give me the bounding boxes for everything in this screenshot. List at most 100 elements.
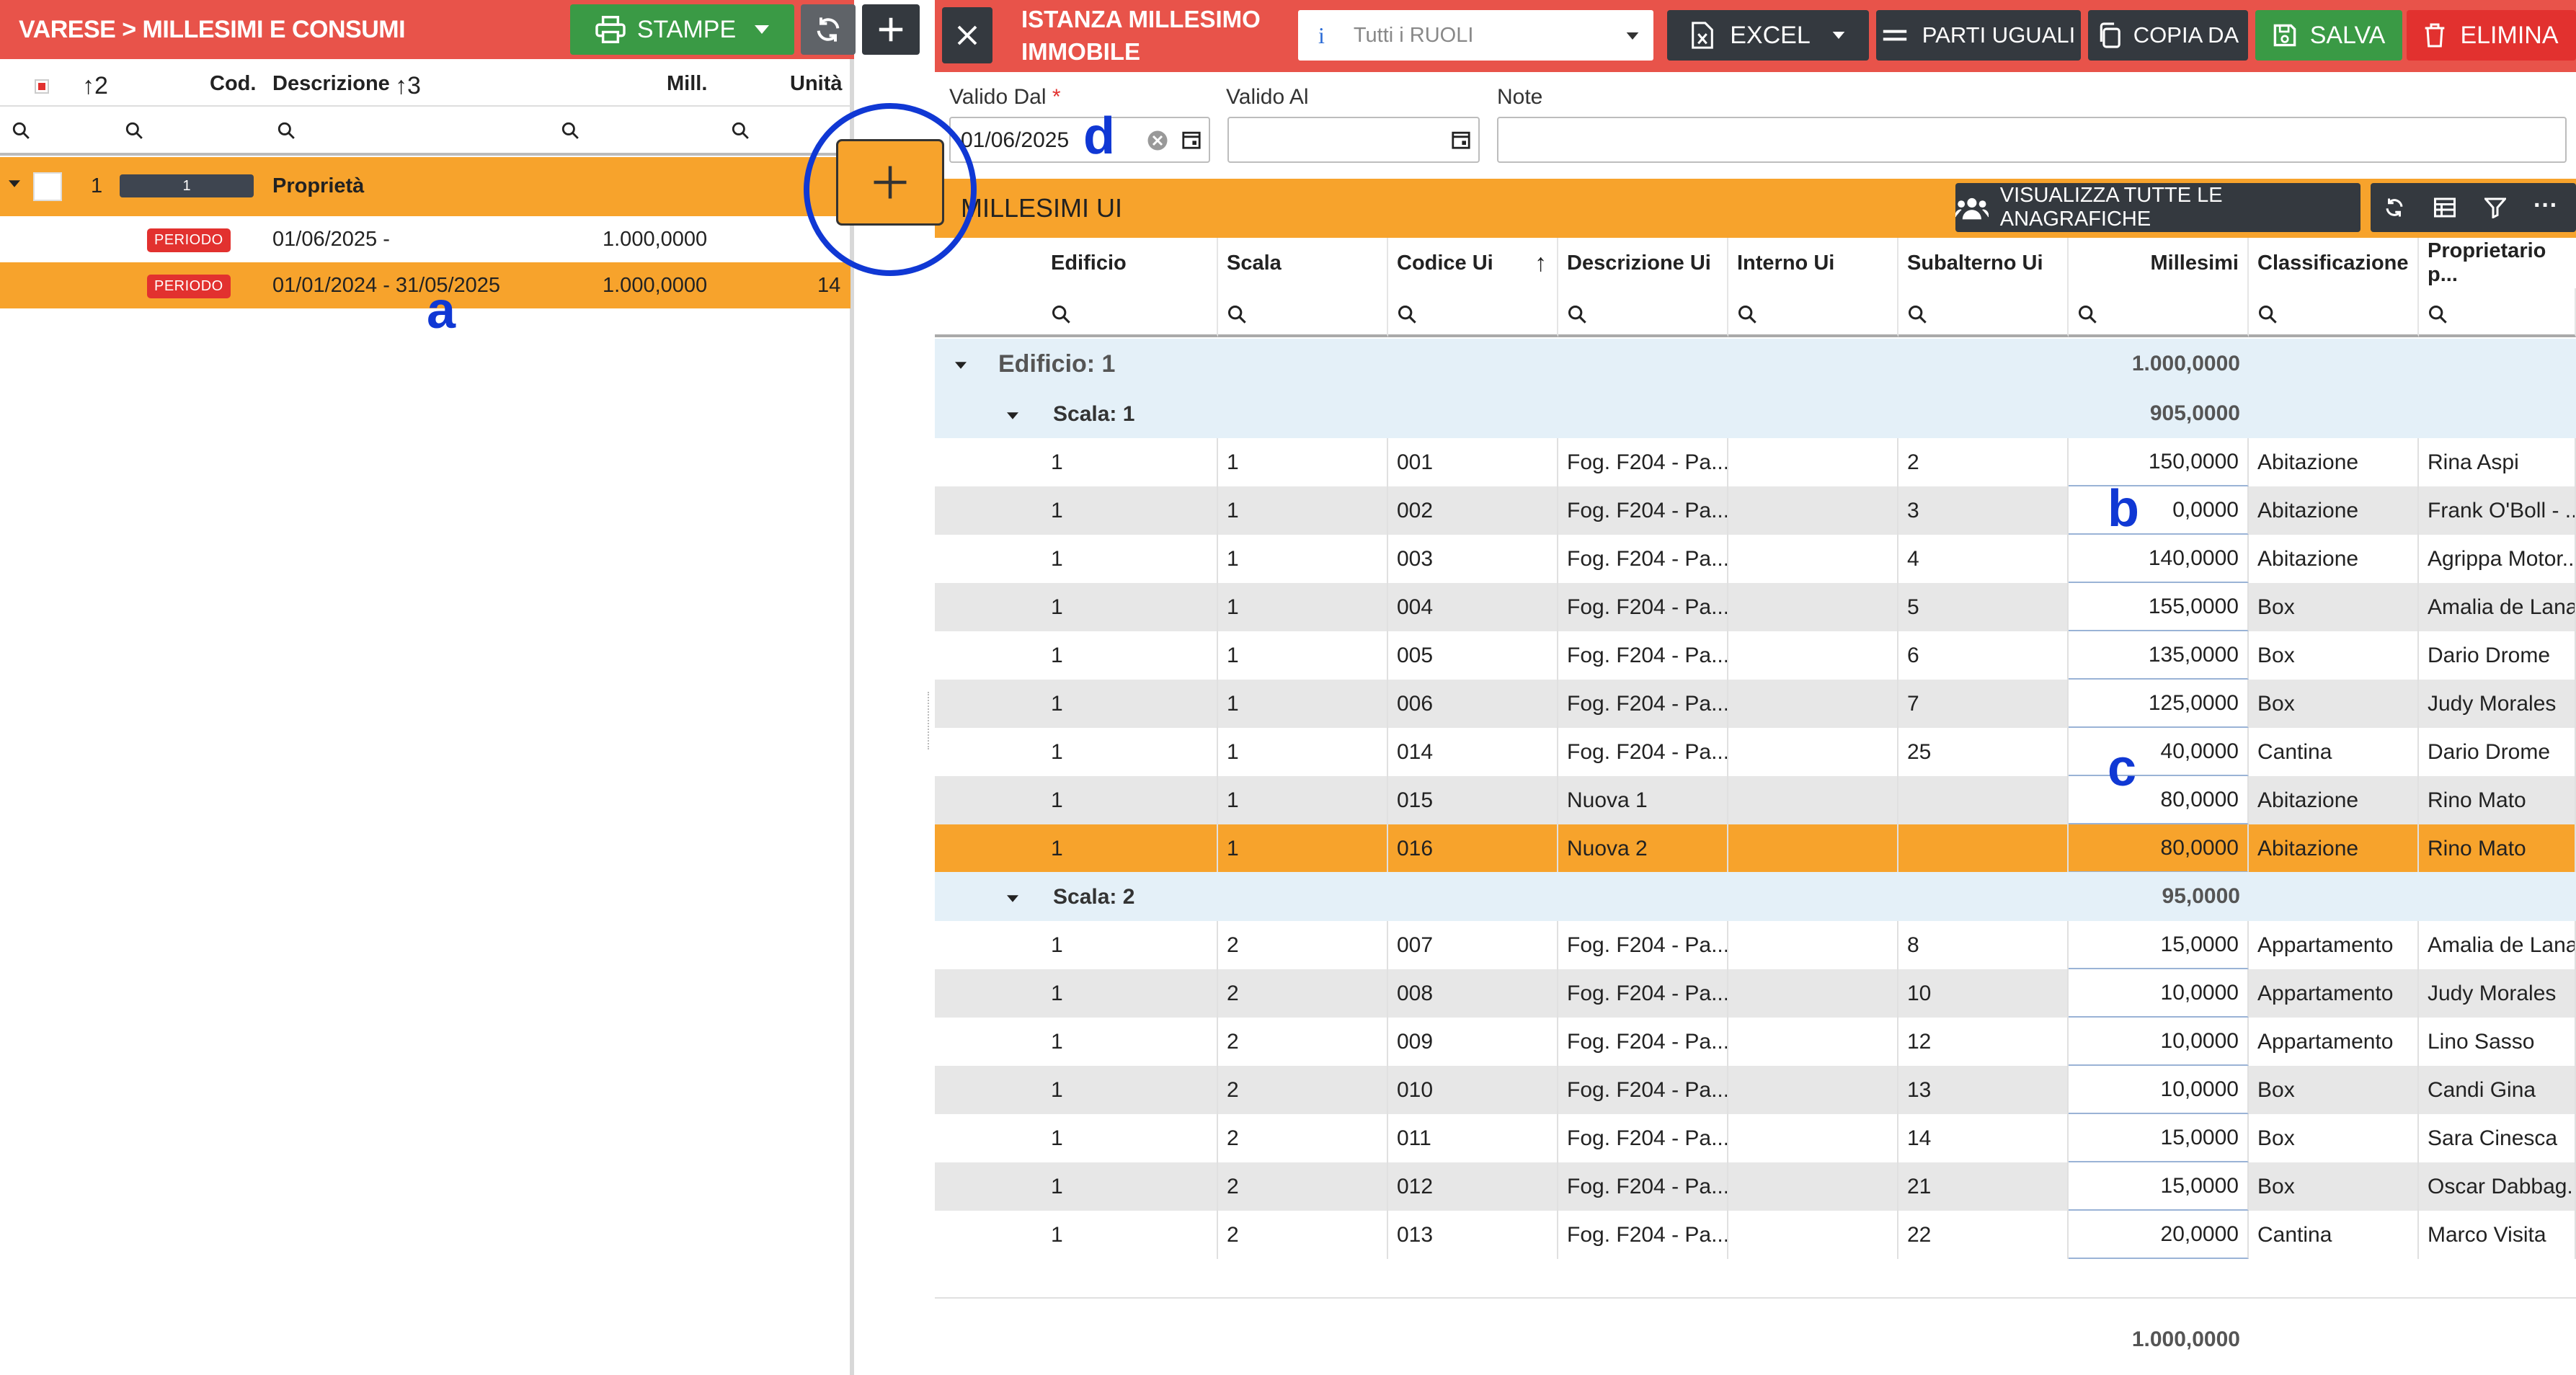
cell-millesimi[interactable]: 15,0000 (2069, 1162, 2249, 1211)
cell-millesimi[interactable]: 40,0000 (2069, 728, 2249, 776)
table-row[interactable]: 1 2 011 Fog. F204 - Pa... 14 15,0000 Box Sara C… (935, 1114, 2576, 1162)
elimina-button[interactable]: ELIMINA (2407, 10, 2576, 61)
group-row-proprieta[interactable]: 1 1 Proprietà (0, 157, 850, 216)
breadcrumb[interactable]: VARESE > MILLESIMI E CONSUMI (19, 15, 406, 43)
caret-down-icon[interactable] (9, 180, 20, 187)
cell-millesimi[interactable]: 125,0000 (2069, 680, 2249, 728)
refresh-button[interactable] (801, 4, 856, 55)
filter-icon[interactable] (2484, 197, 2506, 218)
table-row[interactable]: 1 2 008 Fog. F204 - Pa... 10 10,0000 Appartame… (935, 969, 2576, 1018)
cell-millesimi[interactable]: 15,0000 (2069, 1114, 2249, 1162)
copia-da-button[interactable]: COPIA DA (2088, 10, 2248, 61)
splitter-handle[interactable] (928, 692, 932, 749)
excel-button[interactable]: EXCEL (1667, 10, 1869, 61)
table-row[interactable]: 1 1 014 Fog. F204 - Pa... 25 40,0000 Cantina Da… (935, 728, 2576, 776)
more-icon[interactable]: ··· (2533, 192, 2558, 219)
col-codice-ui[interactable]: Codice Ui ↑ (1388, 238, 1558, 288)
col-proprietario[interactable]: Proprietario p... (2428, 239, 2546, 286)
col-millesimi[interactable]: Millesimi (2069, 238, 2249, 288)
add-button[interactable] (862, 4, 920, 55)
column-filter[interactable] (2069, 288, 2249, 337)
cell-millesimi[interactable]: 0,0000 (2069, 486, 2249, 535)
cell-millesimi[interactable]: 155,0000 (2069, 583, 2249, 631)
valido-al-input[interactable] (1227, 117, 1480, 163)
row-checkbox[interactable] (33, 172, 62, 201)
col-cod[interactable]: Cod. (210, 72, 257, 95)
salva-button[interactable]: SALVA (2255, 10, 2402, 61)
valido-dal-input[interactable]: 01/06/2025 (949, 117, 1210, 163)
column-filter[interactable] (1558, 288, 1728, 337)
sort-indicator-2[interactable]: ↑3 (395, 72, 421, 99)
table-row[interactable]: 1 2 013 Fog. F204 - Pa... 22 20,0000 Cantina Ma… (935, 1211, 2576, 1259)
cell-millesimi[interactable]: 135,0000 (2069, 631, 2249, 680)
add-period-button[interactable] (836, 139, 944, 226)
table-row[interactable]: 1 1 005 Fog. F204 - Pa... 6 135,0000 Box Dario … (935, 631, 2576, 680)
group-scala-1[interactable]: Scala: 1 905,0000 (935, 389, 2576, 438)
cell-scala: 2 (1218, 921, 1388, 969)
cell-millesimi[interactable]: 10,0000 (2069, 1066, 2249, 1114)
close-button[interactable] (942, 7, 992, 63)
cell-millesimi[interactable]: 20,0000 (2069, 1211, 2249, 1259)
group-edificio[interactable]: Edificio: 1 1.000,0000 (935, 339, 2576, 389)
select-all-checkbox[interactable] (35, 79, 49, 94)
annotation-a: a (427, 282, 456, 339)
calendar-icon[interactable] (1181, 130, 1202, 150)
periodo-row[interactable]: PERIODO 01/06/2025 - 1.000,0000 (0, 216, 850, 262)
periodo-row-selected[interactable]: PERIODO 01/01/2024 - 31/05/2025 1.000,00… (0, 262, 850, 308)
column-filter[interactable] (1898, 288, 2069, 337)
search-icon[interactable] (277, 121, 296, 140)
cell-millesimi[interactable]: 140,0000 (2069, 535, 2249, 583)
cell-subalterno: 4 (1898, 535, 2069, 583)
column-filter[interactable] (1388, 288, 1558, 337)
caret-down-icon[interactable] (955, 362, 967, 369)
search-icon[interactable] (12, 121, 30, 140)
caret-down-icon[interactable] (1007, 895, 1018, 902)
col-scala[interactable]: Scala (1218, 238, 1388, 288)
col-subalterno-ui[interactable]: Subalterno Ui (1898, 238, 2069, 288)
search-icon[interactable] (731, 121, 750, 140)
cell-millesimi[interactable]: 15,0000 (2069, 921, 2249, 969)
ruoli-select[interactable]: i Tutti i RUOLI (1298, 10, 1653, 61)
table-row[interactable]: 1 2 007 Fog. F204 - Pa... 8 15,0000 Appartamen… (935, 921, 2576, 969)
cell-millesimi[interactable]: 10,0000 (2069, 1018, 2249, 1066)
col-mill[interactable]: Mill. (667, 72, 708, 95)
col-unita[interactable]: Unità (790, 72, 843, 95)
col-descrizione-ui[interactable]: Descrizione Ui (1558, 238, 1728, 288)
table-row[interactable]: 1 1 001 Fog. F204 - Pa... 2 150,0000 Abitazion… (935, 438, 2576, 486)
col-interno-ui[interactable]: Interno Ui (1728, 238, 1898, 288)
table-icon[interactable] (2434, 197, 2456, 218)
search-icon[interactable] (561, 121, 579, 140)
table-row[interactable]: 1 1 016 Nuova 2 80,0000 Abitazione Rino Mato (935, 824, 2576, 873)
group-scala-2[interactable]: Scala: 2 95,0000 (935, 872, 2576, 921)
table-row[interactable]: 1 2 012 Fog. F204 - Pa... 21 15,0000 Box Oscar … (935, 1162, 2576, 1211)
table-row[interactable]: 1 1 003 Fog. F204 - Pa... 4 140,0000 Abitazion… (935, 535, 2576, 583)
caret-down-icon[interactable] (1007, 412, 1018, 419)
search-icon[interactable] (125, 121, 143, 140)
col-classificazione[interactable]: Classificazione (2249, 238, 2419, 288)
cell-millesimi[interactable]: 80,0000 (2069, 824, 2249, 873)
cell-millesimi[interactable]: 10,0000 (2069, 969, 2249, 1018)
table-row[interactable]: 1 1 006 Fog. F204 - Pa... 7 125,0000 Box Judy M… (935, 680, 2576, 728)
table-row[interactable]: 1 2 010 Fog. F204 - Pa... 13 10,0000 Box Candi … (935, 1066, 2576, 1114)
column-filter[interactable] (1218, 288, 1388, 337)
col-edificio[interactable]: Edificio (1048, 238, 1218, 288)
cell-millesimi[interactable]: 150,0000 (2069, 438, 2249, 486)
table-row[interactable]: 1 1 004 Fog. F204 - Pa... 5 155,0000 Box Amalia… (935, 583, 2576, 631)
column-filter[interactable] (1048, 288, 1218, 337)
visualizza-button[interactable]: VISUALIZZA TUTTE LE ANAGRAFICHE (1955, 183, 2360, 232)
parti-uguali-button[interactable]: PARTI UGUALI (1876, 10, 2081, 61)
column-filter[interactable] (2419, 288, 2576, 337)
stampe-button[interactable]: STAMPE (570, 4, 794, 55)
col-descrizione[interactable]: Descrizione (272, 72, 390, 95)
table-row[interactable]: 1 1 015 Nuova 1 80,0000 Abitazione Rino Mato (935, 776, 2576, 824)
column-filter[interactable] (1728, 288, 1898, 337)
clear-icon[interactable] (1147, 130, 1168, 151)
table-row[interactable]: 1 2 009 Fog. F204 - Pa... 12 10,0000 Appartame… (935, 1018, 2576, 1066)
sort-indicator-1[interactable]: ↑2 (82, 72, 108, 99)
note-input[interactable] (1497, 117, 2567, 163)
calendar-icon[interactable] (1451, 130, 1471, 150)
cell-millesimi[interactable]: 80,0000 (2069, 776, 2249, 824)
refresh-icon[interactable] (2384, 197, 2405, 218)
table-row[interactable]: 1 1 002 Fog. F204 - Pa... 3 0,0000 Abitazione F… (935, 486, 2576, 535)
column-filter[interactable] (2249, 288, 2419, 337)
